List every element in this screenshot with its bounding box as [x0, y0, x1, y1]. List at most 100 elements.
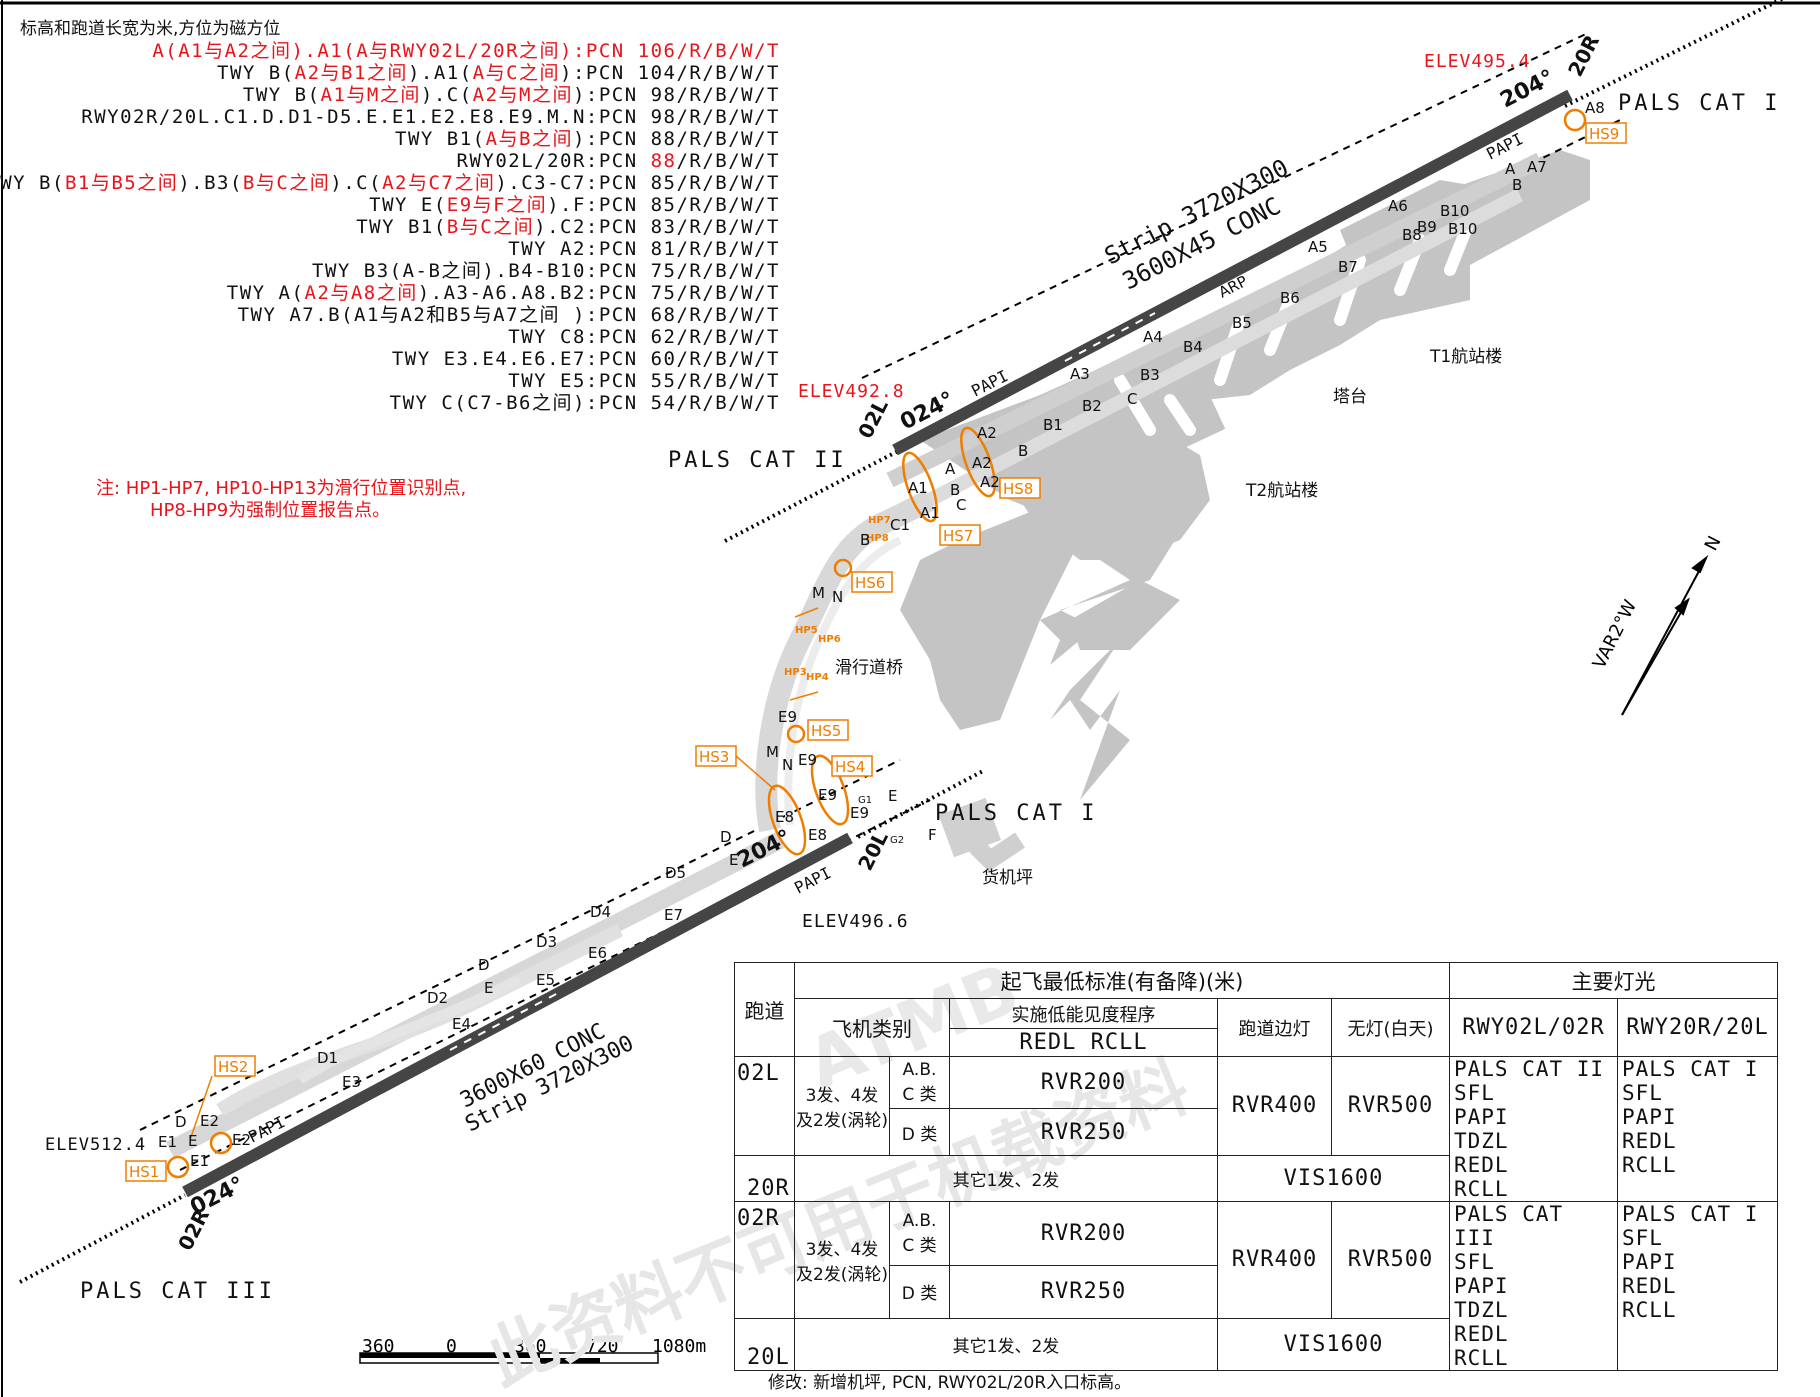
pcn-row: A(A1与A2之间).A1(A与RWY02L/20R之间):PCN 106/R/…	[152, 40, 780, 62]
svg-text:B: B	[1018, 442, 1028, 460]
pcn-row: RWY02R/20L.C1.D.D1-D5.E.E1.E2.E8.E9.M.N:…	[81, 106, 780, 128]
svg-text:1080m: 1080m	[652, 1336, 706, 1357]
svg-text:B2: B2	[1082, 397, 1102, 415]
svg-text:A4: A4	[1143, 328, 1163, 346]
svg-text:M: M	[812, 584, 825, 602]
svg-text:A1: A1	[920, 504, 940, 522]
svg-text:E4: E4	[452, 1015, 471, 1033]
runway-02R-20L	[182, 832, 853, 1198]
scale-bar: 360 0 360 720 1080m	[359, 1336, 706, 1364]
light-item: SFL	[1454, 1250, 1495, 1274]
svg-text:C: C	[1127, 390, 1137, 408]
svg-text:B7: B7	[1338, 258, 1358, 276]
svg-text:B9: B9	[1417, 218, 1437, 236]
upper-taxiway-b	[916, 188, 1524, 512]
svg-text:720: 720	[586, 1336, 619, 1357]
elev-512: ELEV512.4	[45, 1135, 146, 1155]
hs8-label: HS8	[1003, 480, 1033, 498]
pcn-list: A(A1与A2之间).A1(A与RWY02L/20R之间):PCN 106/R/…	[0, 40, 780, 414]
svg-text:HP8: HP8	[866, 533, 889, 544]
light-item: RCLL	[1622, 1153, 1677, 1177]
svg-text:HP4: HP4	[806, 672, 829, 683]
svg-text:D5: D5	[665, 864, 686, 882]
svg-text:02L: 02L	[853, 395, 893, 442]
upper-approach-lights-ne	[1564, 0, 1785, 108]
hs9-label: HS9	[1589, 125, 1619, 143]
svg-text:D: D	[720, 828, 732, 846]
light-item: PAPI	[1454, 1274, 1509, 1298]
pcn-row: TWY C8:PCN 62/R/B/W/T	[508, 326, 780, 348]
light-item: TDZL	[1454, 1129, 1509, 1153]
minima-title: 起飞最低标准(有备降)(米)	[794, 962, 1450, 999]
lower-approach-lights-sw	[19, 1193, 186, 1284]
svg-text:E: E	[484, 979, 493, 997]
pcn-row: TWY C(C7-B6之间):PCN 54/R/B/W/T	[389, 392, 780, 414]
svg-text:D4: D4	[590, 903, 611, 921]
lights-20r: PALS CAT I SFL PAPI REDL RCLL	[1617, 1056, 1778, 1202]
elev-492: ELEV492.8	[798, 381, 905, 402]
svg-text:E9: E9	[778, 708, 797, 726]
svg-text:360: 360	[514, 1336, 547, 1357]
svg-text:塔台: 塔台	[1333, 387, 1367, 407]
svg-text:E1: E1	[158, 1133, 177, 1151]
upper-parallel-taxiway	[886, 152, 1544, 488]
svg-text:T2航站楼: T2航站楼	[1245, 481, 1318, 501]
hp-remark: 注: HP1-HP7, HP10-HP13为滑行位置识别点, HP8-HP9为强…	[96, 478, 467, 521]
light-item: RCLL	[1454, 1177, 1509, 1201]
svg-text:E: E	[729, 851, 738, 869]
light-item: REDL	[1622, 1274, 1677, 1298]
pcn-row: TWY A2:PCN 81/R/B/W/T	[508, 238, 780, 260]
hot-spots	[166, 108, 1587, 1179]
pcn-row: TWY A(A2与A8之间).A3-A6.A8.B2:PCN 75/R/B/W/…	[226, 282, 780, 304]
light-item: TDZL	[1454, 1298, 1509, 1322]
svg-text:B4: B4	[1183, 338, 1203, 356]
apron-area	[900, 150, 1590, 800]
light-item: SFL	[1622, 1081, 1663, 1105]
lights-02r: PALS CAT III SFL PAPI TDZL REDL RCLL	[1449, 1201, 1618, 1371]
modification-note: 修改: 新增机坪, PCN, RWY02L/20R入口标高。	[768, 1373, 1132, 1393]
pcn-row: TWY B3(A-B之间).B4-B10:PCN 75/R/B/W/T	[312, 260, 780, 282]
north-arrow	[1621, 554, 1709, 716]
light-item: RCLL	[1454, 1346, 1509, 1370]
svg-text:A1: A1	[908, 479, 928, 497]
light-item: PALS CAT II	[1454, 1057, 1605, 1081]
svg-text:B10: B10	[1440, 202, 1469, 220]
col-lvp: 实施低能见度程序	[949, 998, 1218, 1029]
svg-text:E9: E9	[818, 786, 837, 804]
pcn-row: TWY E(E9与F之间).F:PCN 85/R/B/W/T	[369, 194, 780, 216]
svg-text:E9: E9	[798, 751, 817, 769]
svg-text:B10: B10	[1448, 220, 1477, 238]
hs1-label: HS1	[129, 1163, 159, 1181]
svg-text:B3: B3	[1140, 366, 1160, 384]
pcn-row: TWY E5:PCN 55/R/B/W/T	[508, 370, 780, 392]
svg-text:HP7: HP7	[868, 515, 891, 526]
hs2-label: HS2	[218, 1058, 248, 1076]
hs3-label: HS3	[699, 748, 729, 766]
svg-text:A: A	[1505, 160, 1516, 178]
svg-text:A7: A7	[1527, 158, 1547, 176]
header-note: 标高和跑道长宽为米,方位为磁方位	[20, 19, 281, 39]
svg-text:HP6: HP6	[818, 634, 841, 645]
light-item: REDL	[1454, 1153, 1509, 1177]
svg-text:E9: E9	[850, 804, 869, 822]
svg-text:A5: A5	[1308, 238, 1328, 256]
light-item: REDL	[1622, 1129, 1677, 1153]
pcn-row: TWY B1(B与C之间).C2:PCN 83/R/B/W/T	[356, 216, 780, 238]
elev-495: ELEV495.4	[1424, 51, 1531, 72]
svg-text:A2: A2	[977, 424, 997, 442]
svg-text:D2: D2	[427, 989, 448, 1007]
lights-title: 主要灯光	[1449, 962, 1778, 999]
svg-text:E5: E5	[536, 971, 555, 989]
lights-20l: PALS CAT I SFL PAPI REDL RCLL	[1617, 1201, 1778, 1371]
svg-text:G1: G1	[858, 795, 872, 806]
light-item: PAPI	[1622, 1250, 1677, 1274]
hs5-label: HS5	[811, 722, 841, 740]
hot-spot-labels: HS8 HS7 HS6 HS5 HS4 HS3 HS2 HS1 HS9	[125, 122, 1627, 1182]
svg-text:B5: B5	[1232, 314, 1252, 332]
svg-text:A2: A2	[980, 473, 1000, 491]
svg-text:360: 360	[362, 1336, 395, 1357]
svg-text:E8: E8	[808, 826, 827, 844]
pals-20r: PALS CAT I	[1618, 91, 1780, 116]
svg-text:C1: C1	[890, 516, 910, 534]
svg-text:D1: D1	[317, 1049, 338, 1067]
